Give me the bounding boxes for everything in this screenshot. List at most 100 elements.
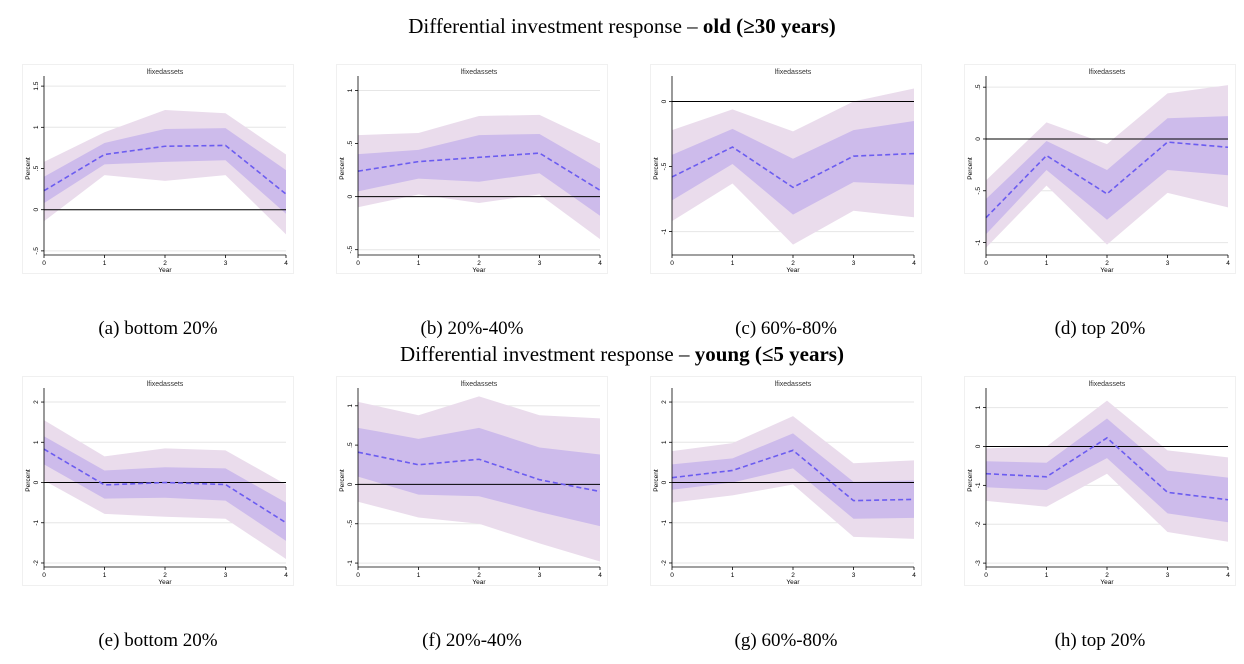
series-line — [985, 141, 1229, 219]
chart-frame — [336, 64, 608, 274]
x-tick-label: 3 — [1166, 260, 1170, 267]
confidence-band-inner — [358, 427, 600, 527]
series-line — [357, 152, 601, 191]
y-tick-label: .5 — [33, 165, 40, 171]
x-tick-label: 2 — [1105, 260, 1109, 267]
x-tick-label: 3 — [224, 260, 228, 267]
confidence-band-inner — [986, 418, 1228, 523]
y-tick-label: 1 — [33, 440, 40, 444]
series-line — [43, 448, 287, 524]
x-tick-label: 2 — [163, 260, 167, 267]
y-tick-label: 0 — [661, 480, 668, 484]
y-axis-label: Percent — [967, 157, 974, 180]
x-axis-label: Year — [472, 267, 486, 274]
x-tick-label: 4 — [598, 572, 602, 579]
section-title-old: Differential investment response – old (… — [0, 14, 1244, 39]
y-tick-label: -3 — [975, 560, 982, 566]
x-tick-label: 3 — [224, 572, 228, 579]
chart-panel-d: lfixedassets -1 -.5 0 .5 0 1 2 3 4 Year Percent (d)… — [964, 64, 1236, 352]
x-tick-label: 2 — [1105, 572, 1109, 579]
x-tick-label: 0 — [42, 260, 46, 267]
x-tick-label: 2 — [477, 572, 481, 579]
y-axis-label: Percent — [653, 469, 660, 492]
y-tick-label: .5 — [347, 140, 354, 146]
x-tick-label: 0 — [984, 572, 988, 579]
section-title-prefix: Differential investment response – — [400, 342, 695, 366]
chart-frame — [650, 64, 922, 274]
chart-title: lfixedassets — [1089, 381, 1126, 388]
confidence-band-inner — [986, 116, 1228, 235]
confidence-band-inner — [672, 433, 914, 519]
x-tick-label: 0 — [984, 260, 988, 267]
y-tick-label: -1 — [661, 519, 668, 525]
x-tick-label: 1 — [103, 572, 107, 579]
y-tick-label: 1.5 — [33, 81, 40, 90]
y-tick-label: 1 — [661, 440, 668, 444]
chart-caption-g: (g) 60%-80% — [734, 630, 838, 651]
chart-panel-e: lfixedassets -2 -1 0 1 2 0 1 2 3 4 Year Percent (e) … — [22, 376, 294, 664]
x-axis-label: Year — [158, 267, 172, 274]
x-tick-label: 1 — [1045, 572, 1049, 579]
chart-caption-d: (d) top 20% — [1054, 318, 1146, 339]
y-tick-label: 0 — [975, 444, 982, 448]
x-tick-label: 4 — [284, 572, 288, 579]
y-axis-label: Percent — [339, 469, 346, 492]
chart-panel-c: lfixedassets -1 -.5 0 0 1 2 3 4 Year Percent (c) 6… — [650, 64, 922, 352]
confidence-band-inner — [358, 134, 600, 216]
x-tick-label: 1 — [1045, 260, 1049, 267]
x-tick-label: 1 — [417, 260, 421, 267]
y-tick-label: 2 — [661, 400, 668, 404]
y-axis-label: Percent — [967, 469, 974, 492]
y-tick-label: -.5 — [661, 162, 668, 170]
chart-title: lfixedassets — [461, 69, 498, 76]
y-tick-label: 1 — [975, 405, 982, 409]
y-tick-label: 0 — [661, 99, 668, 103]
x-tick-label: 4 — [912, 572, 916, 579]
x-tick-label: 4 — [1226, 572, 1230, 579]
chart-title: lfixedassets — [147, 381, 184, 388]
x-tick-label: 0 — [670, 260, 674, 267]
y-tick-label: -.5 — [347, 246, 354, 254]
y-tick-label: 0 — [33, 480, 40, 484]
y-tick-label: 1 — [347, 404, 354, 408]
line-chart-e: lfixedassets -2 -1 0 1 2 0 1 2 3 4 Year Percent — [22, 376, 294, 586]
chart-title: lfixedassets — [1089, 69, 1126, 76]
x-tick-label: 4 — [1226, 260, 1230, 267]
y-tick-label: -1 — [975, 239, 982, 245]
x-tick-label: 3 — [852, 260, 856, 267]
x-tick-label: 0 — [42, 572, 46, 579]
chart-title: lfixedassets — [147, 69, 184, 76]
x-tick-label: 3 — [852, 572, 856, 579]
y-tick-label: -2 — [975, 521, 982, 527]
x-tick-label: 2 — [477, 260, 481, 267]
section-title-bold: young (≤5 years) — [694, 342, 844, 366]
x-tick-label: 0 — [670, 572, 674, 579]
x-tick-label: 0 — [356, 260, 360, 267]
y-tick-label: -1 — [347, 560, 354, 566]
chart-caption-f: (f) 20%-40% — [422, 630, 522, 651]
chart-caption-b: (b) 20%-40% — [420, 318, 524, 339]
series-line — [43, 144, 287, 195]
x-axis-label: Year — [786, 579, 800, 586]
y-axis-label: Percent — [25, 469, 32, 492]
y-tick-label: 0 — [33, 208, 40, 212]
chart-frame — [964, 64, 1236, 274]
chart-panel-h: lfixedassets -3 -2 -1 0 1 0 1 2 3 4 Year Percent (h)… — [964, 376, 1236, 664]
section-title-prefix: Differential investment response – — [408, 14, 703, 38]
x-tick-label: 3 — [1166, 572, 1170, 579]
chart-panel-g: lfixedassets -2 -1 0 1 2 0 1 2 3 4 Year Percent (g) … — [650, 376, 922, 664]
x-tick-label: 2 — [163, 572, 167, 579]
y-tick-label: -1 — [33, 519, 40, 525]
x-tick-label: 1 — [417, 572, 421, 579]
x-axis-label: Year — [158, 579, 172, 586]
chart-title: lfixedassets — [461, 381, 498, 388]
x-tick-label: 1 — [731, 572, 735, 579]
y-axis-label: Percent — [653, 157, 660, 180]
y-axis-label: Percent — [339, 157, 346, 180]
x-tick-label: 1 — [731, 260, 735, 267]
x-tick-label: 2 — [791, 572, 795, 579]
chart-frame — [964, 376, 1236, 586]
confidence-band-inner — [44, 436, 286, 541]
chart-frame — [22, 376, 294, 586]
